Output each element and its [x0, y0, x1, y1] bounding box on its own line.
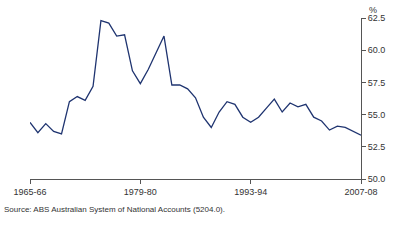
svg-text:2007-08: 2007-08	[344, 187, 377, 197]
svg-text:Source: ABS Australian System: Source: ABS Australian System of Nationa…	[4, 205, 225, 214]
svg-text:52.5: 52.5	[368, 142, 386, 152]
svg-text:1979-80: 1979-80	[124, 187, 157, 197]
svg-text:1993-94: 1993-94	[234, 187, 267, 197]
svg-text:%: %	[369, 5, 377, 15]
svg-text:62.5: 62.5	[368, 13, 386, 23]
svg-text:57.5: 57.5	[368, 78, 386, 88]
svg-text:1965-66: 1965-66	[13, 187, 46, 197]
svg-text:55.0: 55.0	[368, 110, 386, 120]
svg-text:60.0: 60.0	[368, 45, 386, 55]
svg-text:50.0: 50.0	[368, 174, 386, 184]
